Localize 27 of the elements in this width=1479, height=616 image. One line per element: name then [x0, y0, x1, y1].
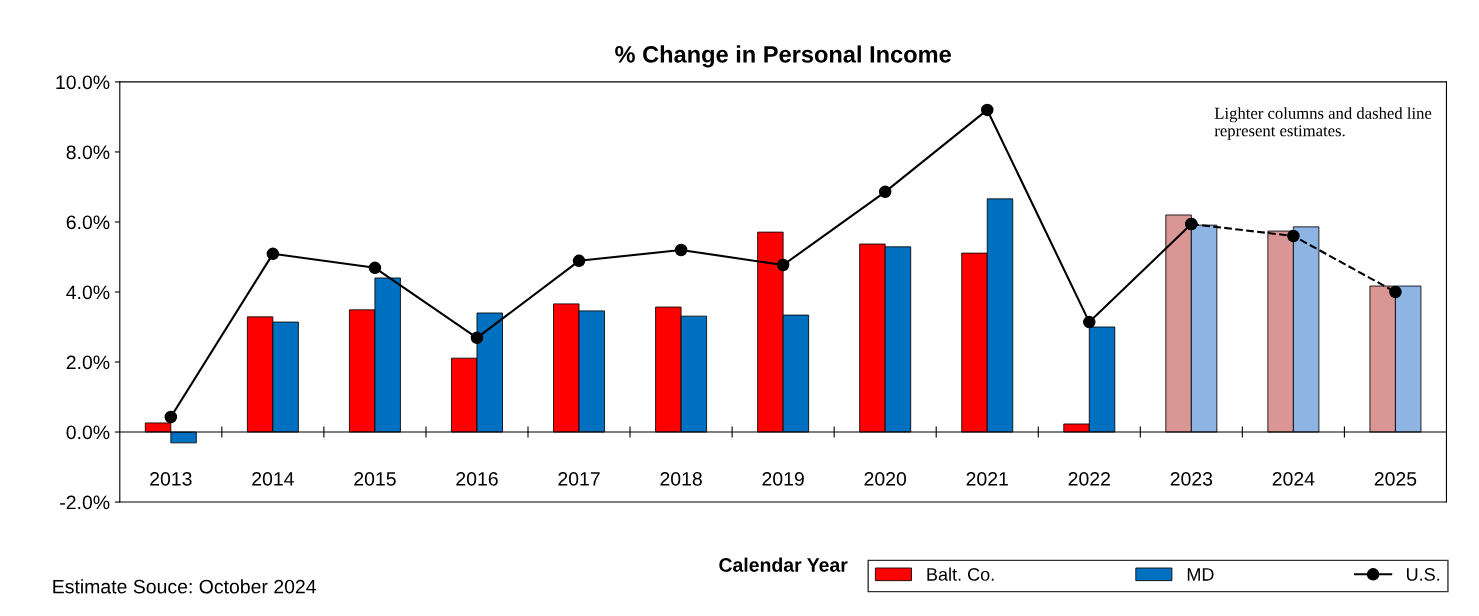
- y-tick-label: 10.0%: [56, 75, 110, 90]
- y-tick-label: 4.0%: [66, 285, 110, 300]
- y-tick-label: 6.0%: [66, 215, 110, 230]
- x-tick-label: 2019: [762, 472, 804, 486]
- x-tick-label: 2018: [660, 472, 702, 486]
- x-tick-label: 2023: [1170, 472, 1213, 486]
- annotation: Lighter columns and dashed line represent estimates.: [1214, 107, 1432, 140]
- x-tick-label: 2020: [864, 472, 907, 486]
- x-tick-label: 2016: [456, 472, 498, 486]
- x-tick-label: 2017: [558, 472, 600, 486]
- y-tick-label: 2.0%: [66, 355, 110, 370]
- legend-label: MD: [1187, 568, 1214, 581]
- y-tick-label: 8.0%: [66, 145, 110, 160]
- x-tick-label: 2025: [1374, 472, 1417, 486]
- legend-label: Balt. Co.: [927, 567, 994, 581]
- x-axis-title: Calendar Year: [719, 557, 848, 572]
- chart-title: % Change in Personal Income: [615, 45, 951, 68]
- x-tick-label: 2014: [252, 472, 294, 486]
- legend-label: U.S.: [1407, 568, 1440, 581]
- x-tick-label: 2024: [1272, 472, 1315, 486]
- x-tick-label: 2013: [150, 472, 192, 486]
- y-tick-label: 0.0%: [66, 425, 110, 440]
- x-tick-label: 2022: [1068, 472, 1110, 486]
- x-tick-label: 2021: [966, 472, 1008, 486]
- y-tick-label: -2.0%: [60, 495, 110, 510]
- text: Estimate Souce: October 2024: [53, 579, 316, 594]
- x-tick-label: 2015: [354, 472, 396, 486]
